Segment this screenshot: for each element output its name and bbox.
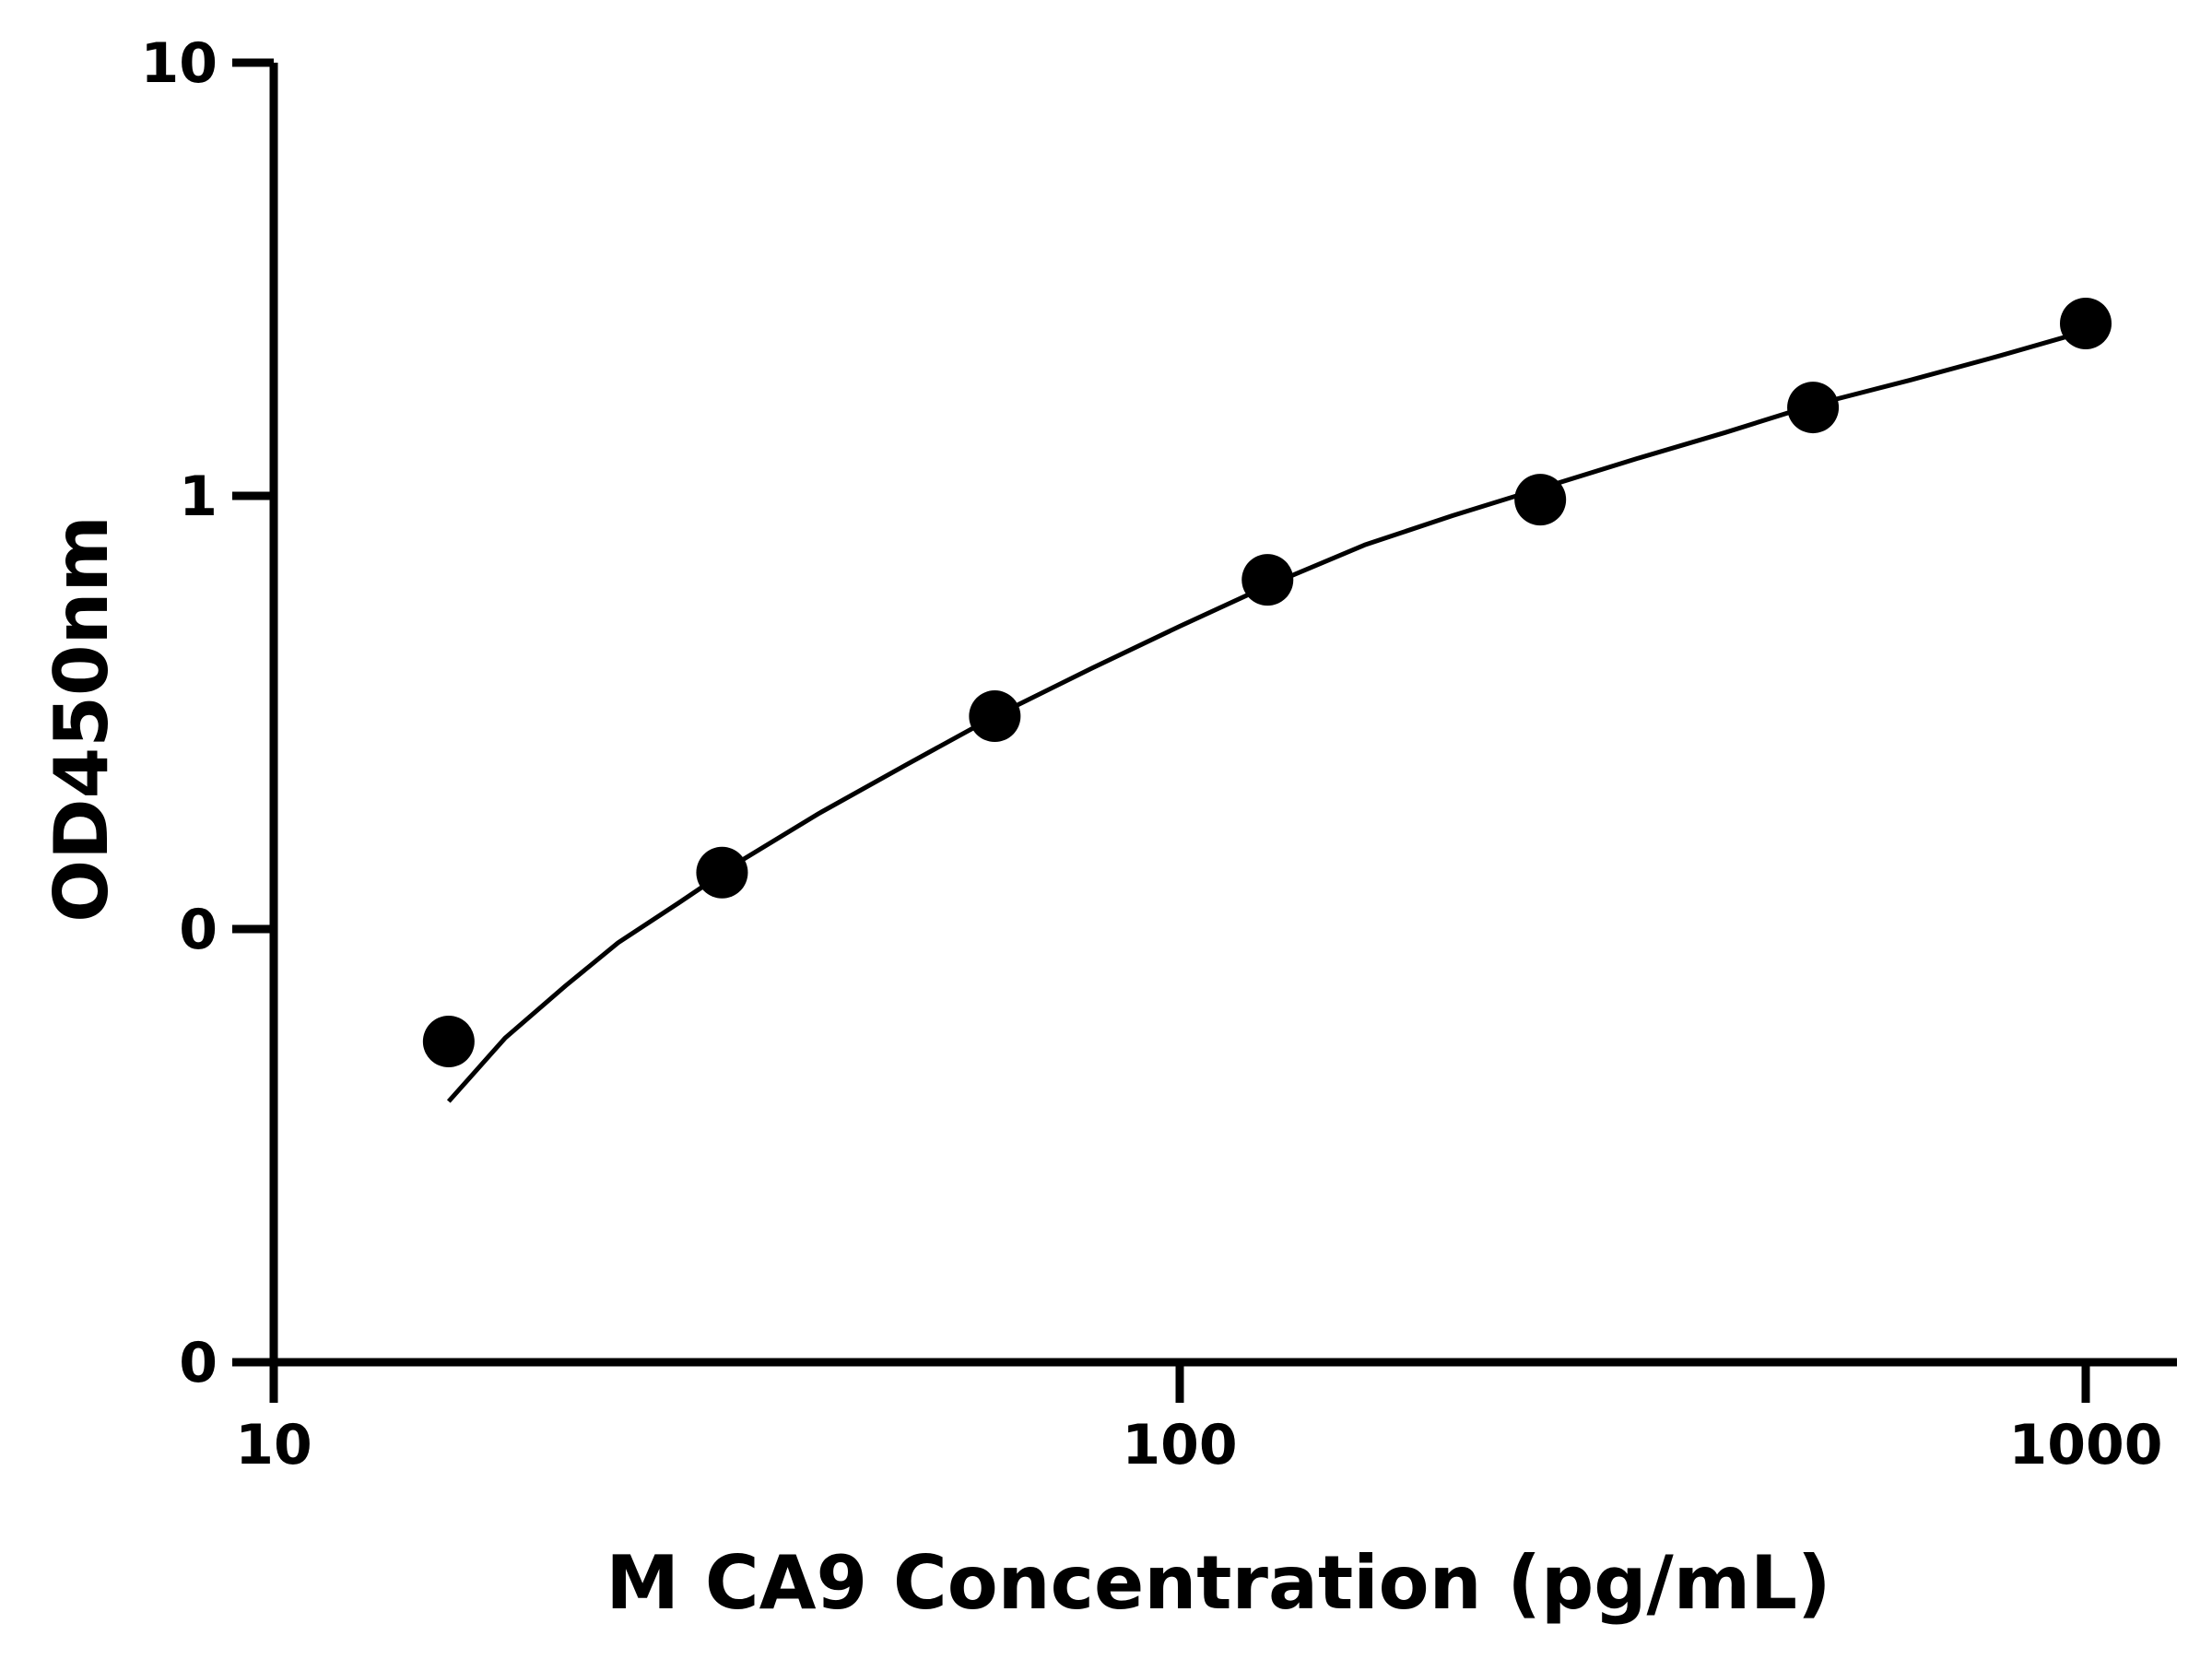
data-point <box>1241 554 1294 606</box>
y-tick-label: 0 <box>179 898 218 962</box>
data-point <box>1514 474 1567 526</box>
labels-layer: 0 0 1 10 10 100 1000 <box>141 31 2163 1477</box>
y-tick-label: 0 <box>179 1331 218 1395</box>
y-tick-label: 10 <box>141 31 218 96</box>
fit-curve <box>446 328 2087 1103</box>
x-axis-title: M CA9 Concentration (pg/mL) <box>606 1540 1830 1626</box>
fit-curve-layer <box>446 328 2087 1103</box>
axes-layer <box>232 58 2177 1403</box>
data-point <box>969 690 1021 743</box>
data-point <box>422 1016 475 1068</box>
data-point <box>2060 297 2112 349</box>
y-tick-label: 1 <box>179 465 218 529</box>
x-tick-label: 100 <box>1122 1413 1237 1477</box>
data-points-layer <box>422 297 2112 1068</box>
y-axis-title: OD450nm <box>39 515 124 923</box>
data-point <box>1787 382 1840 434</box>
data-point <box>696 846 748 899</box>
x-tick-label: 10 <box>235 1413 312 1477</box>
x-tick-label: 1000 <box>2009 1413 2163 1477</box>
